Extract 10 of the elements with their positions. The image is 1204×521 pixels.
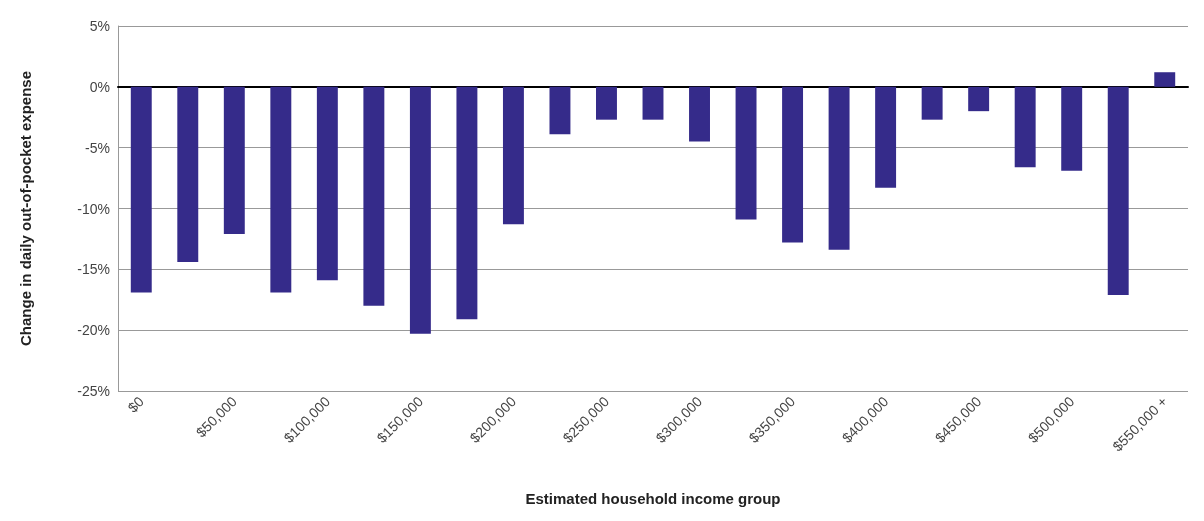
y-tick-label: -5% xyxy=(85,139,110,156)
x-tick-label: $0 xyxy=(124,393,148,416)
y-tick-label: 5% xyxy=(89,18,110,34)
x-axis-title: Estimated household income group xyxy=(525,490,781,507)
y-axis-title: Change in daily out-of-pocket expense xyxy=(17,70,34,347)
y-tick-label: 0% xyxy=(89,78,110,95)
y-tick-label: -15% xyxy=(77,261,110,278)
y-tick-label: -10% xyxy=(77,200,110,217)
y-tick-label: -20% xyxy=(77,322,110,339)
y-tick-label: -25% xyxy=(77,383,110,399)
